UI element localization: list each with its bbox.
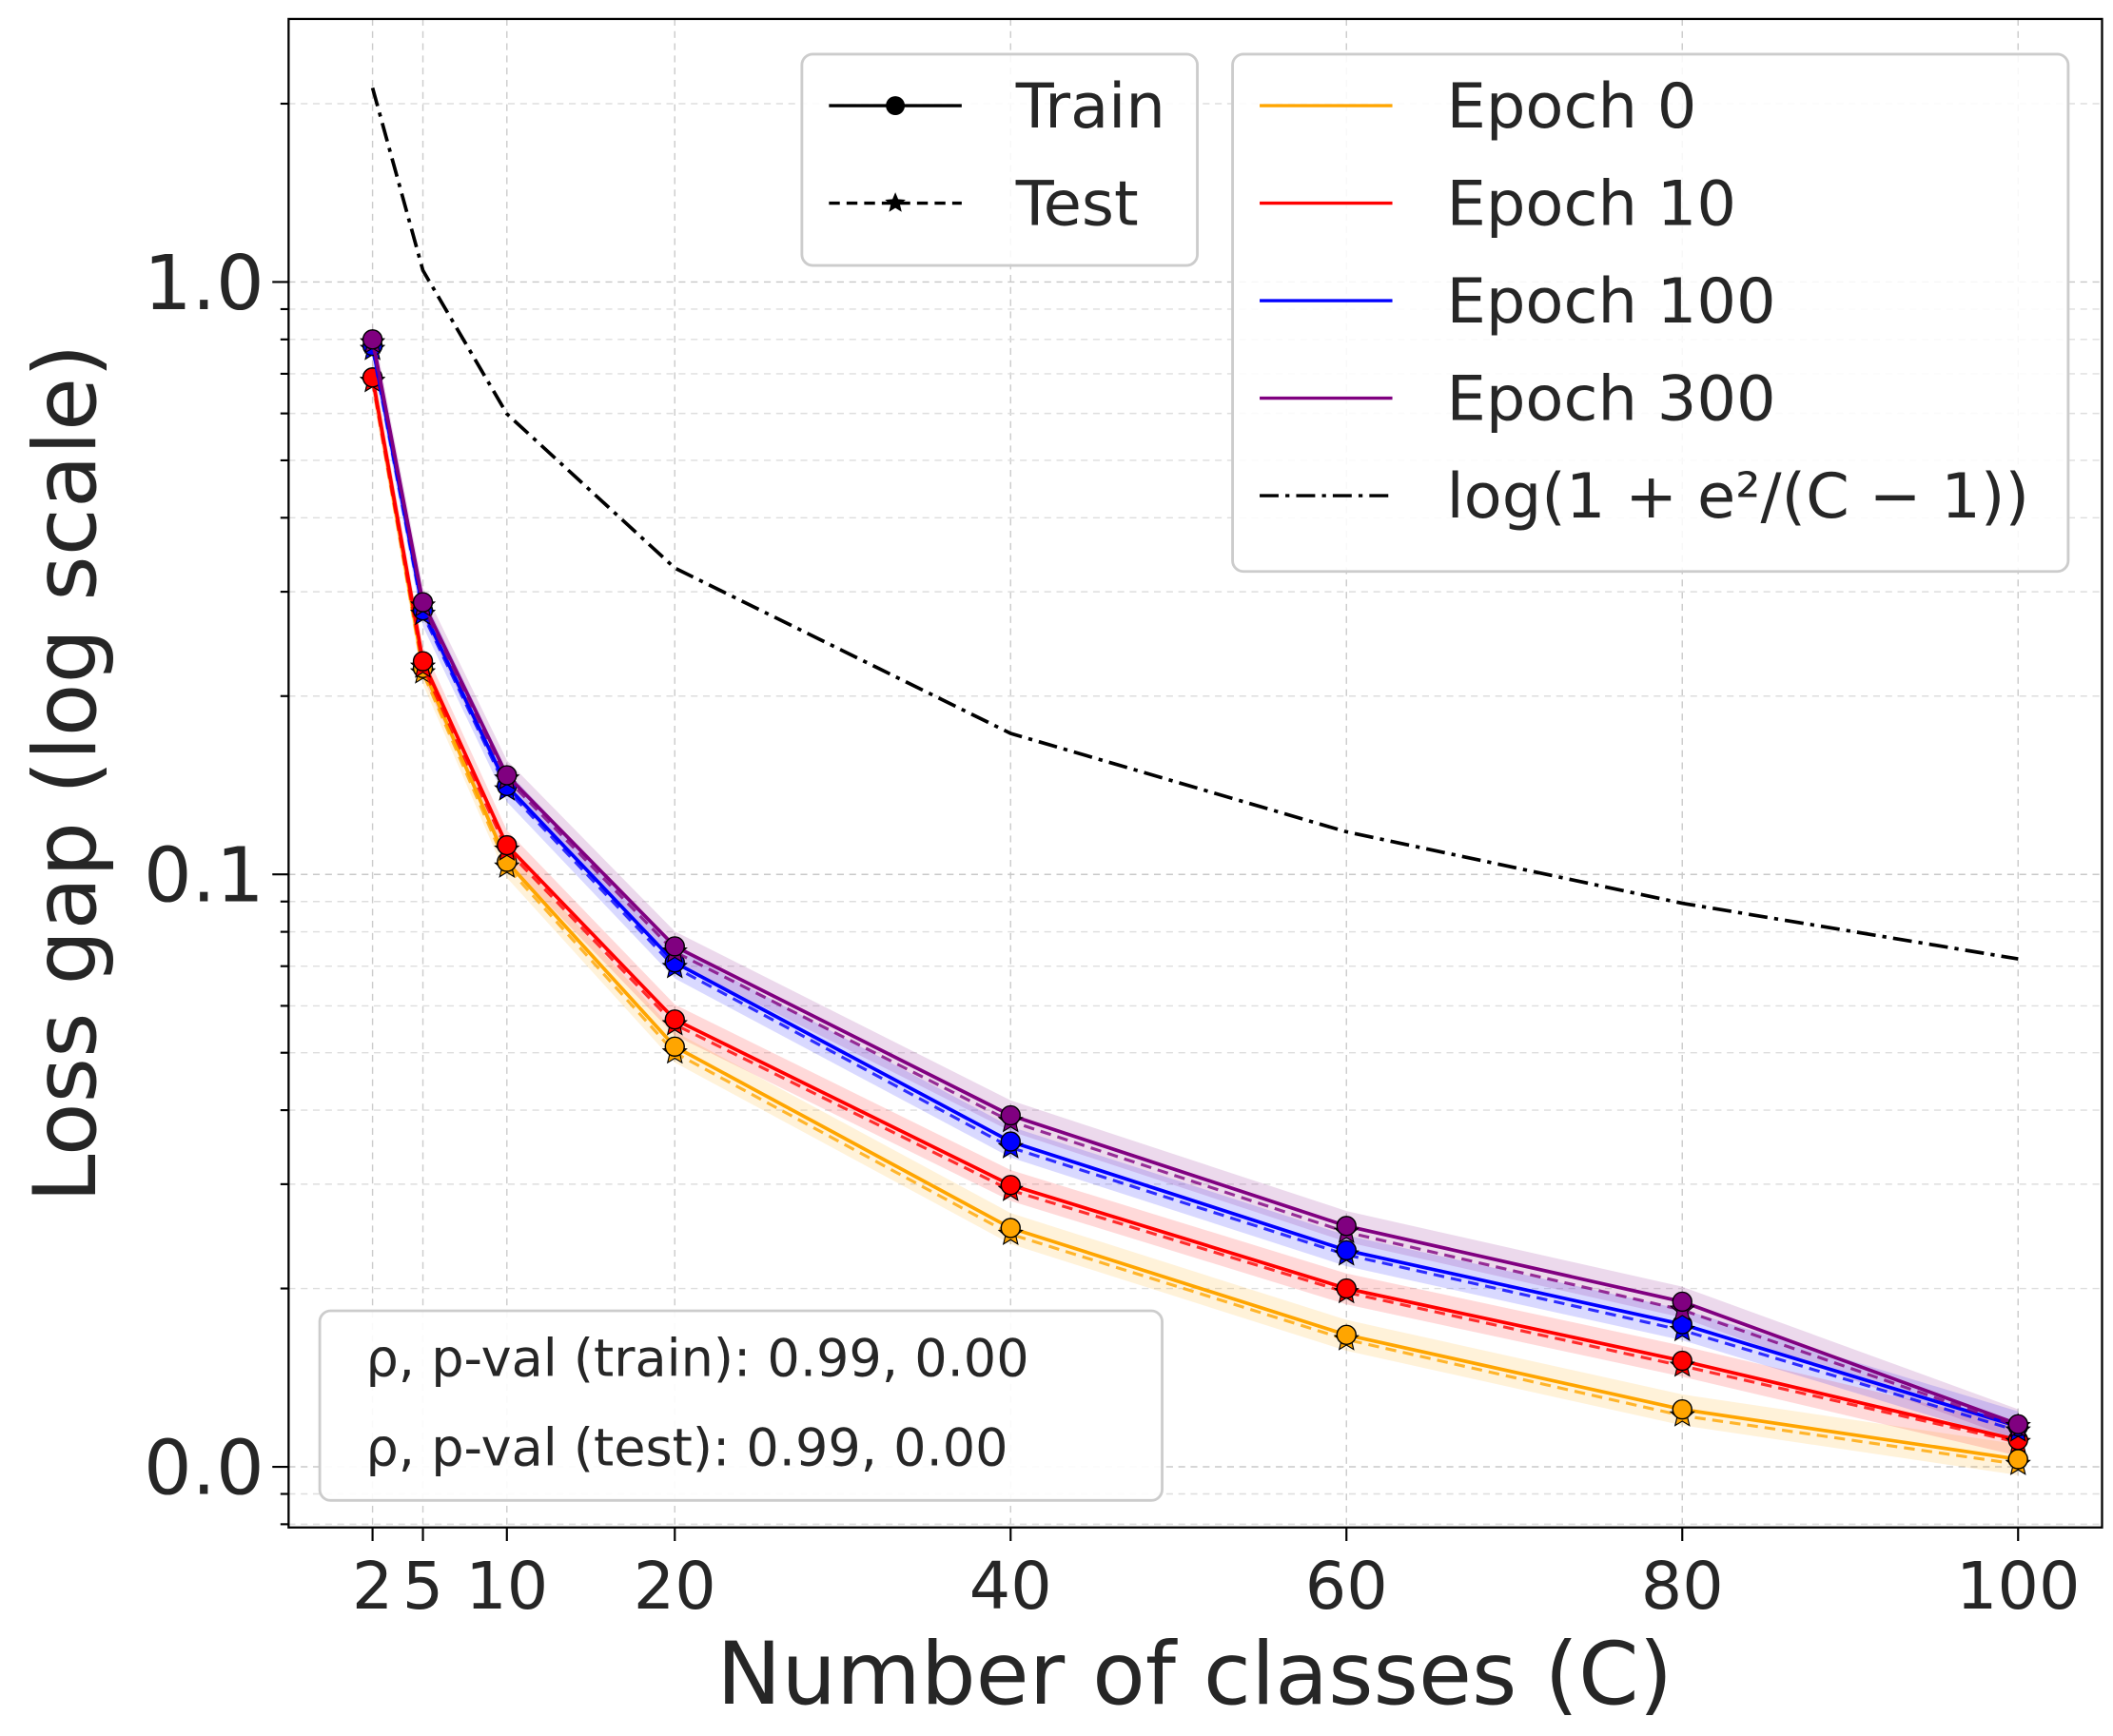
train-line-epoch-10 [370, 377, 2019, 1442]
test-line-epoch-10 [371, 380, 2019, 1444]
star-marker-icon [885, 192, 906, 212]
stats-train: ρ, p-val (train): 0.99, 0.00 [365, 1328, 1028, 1388]
ticks: 2 5 10 20 40 60 80 100 0.0 0.1 1.0 [144, 102, 2080, 1625]
train-line-epoch-100 [370, 345, 2019, 1429]
x-tick-label: 100 [1956, 1550, 2080, 1625]
train-point [362, 329, 383, 350]
train-point [1672, 1350, 1692, 1372]
train-point [497, 765, 518, 786]
stats-annotation: ρ, p-val (train): 0.99, 0.00 ρ, p-val (t… [318, 1309, 1164, 1502]
y-tick-label: 0.1 [144, 831, 264, 920]
y-axis-label: Loss gap (log scale) [15, 343, 116, 1202]
legend-label: Epoch 10 [1446, 167, 1736, 240]
legend-label: log(1 + e²/(C − 1)) [1446, 460, 2029, 533]
series-legend: Epoch 0 Epoch 10 Epoch 100 Epoch 300 log(1 +… [1231, 52, 2070, 574]
legend-label: Epoch 100 [1446, 265, 1775, 338]
train-point [664, 1009, 685, 1030]
test-line-epoch-0 [371, 380, 2019, 1466]
x-tick-label: 5 [402, 1550, 443, 1625]
train-point [1000, 1175, 1021, 1196]
train-point [1336, 1278, 1357, 1299]
stats-test: ρ, p-val (test): 0.99, 0.00 [365, 1417, 1008, 1477]
style-legend: Train Test [800, 52, 1199, 267]
train-point [412, 651, 434, 672]
plot-frame [287, 17, 2103, 1529]
legend-label-test: Test [1015, 167, 1139, 240]
x-tick-label: 20 [634, 1550, 716, 1625]
reference-line [370, 87, 2019, 961]
band-epoch-10 [372, 362, 2019, 1456]
y-tick-label: 0.0 [144, 1423, 264, 1512]
x-tick-label: 80 [1641, 1550, 1724, 1625]
x-tick-label: 2 [352, 1550, 393, 1625]
circle-marker-icon [886, 96, 906, 116]
x-axis-label: Number of classes (C) [716, 1624, 1673, 1725]
train-point [497, 834, 518, 856]
legend-label-train: Train [1015, 70, 1165, 143]
x-tick-label: 10 [465, 1550, 548, 1625]
train-point [664, 1036, 685, 1057]
legend-label: Epoch 0 [1446, 70, 1696, 143]
train-point [1000, 1131, 1021, 1152]
train-line-epoch-300 [370, 339, 2019, 1426]
train-point [664, 936, 685, 957]
train-point [412, 592, 434, 613]
series-lines [359, 87, 2031, 1475]
bands [372, 324, 2019, 1475]
y-tick-label: 1.0 [144, 239, 264, 327]
x-tick-label: 40 [969, 1550, 1052, 1625]
train-point [1672, 1398, 1692, 1420]
train-point [2007, 1414, 2028, 1434]
legend-label: Epoch 300 [1446, 362, 1775, 435]
train-point [1336, 1216, 1357, 1237]
train-point [1336, 1239, 1357, 1261]
train-point [1000, 1218, 1021, 1239]
train-point [1672, 1291, 1692, 1313]
train-point [2007, 1449, 2028, 1470]
train-point [1336, 1324, 1357, 1345]
x-tick-label: 60 [1305, 1550, 1388, 1625]
train-point [1000, 1104, 1021, 1126]
